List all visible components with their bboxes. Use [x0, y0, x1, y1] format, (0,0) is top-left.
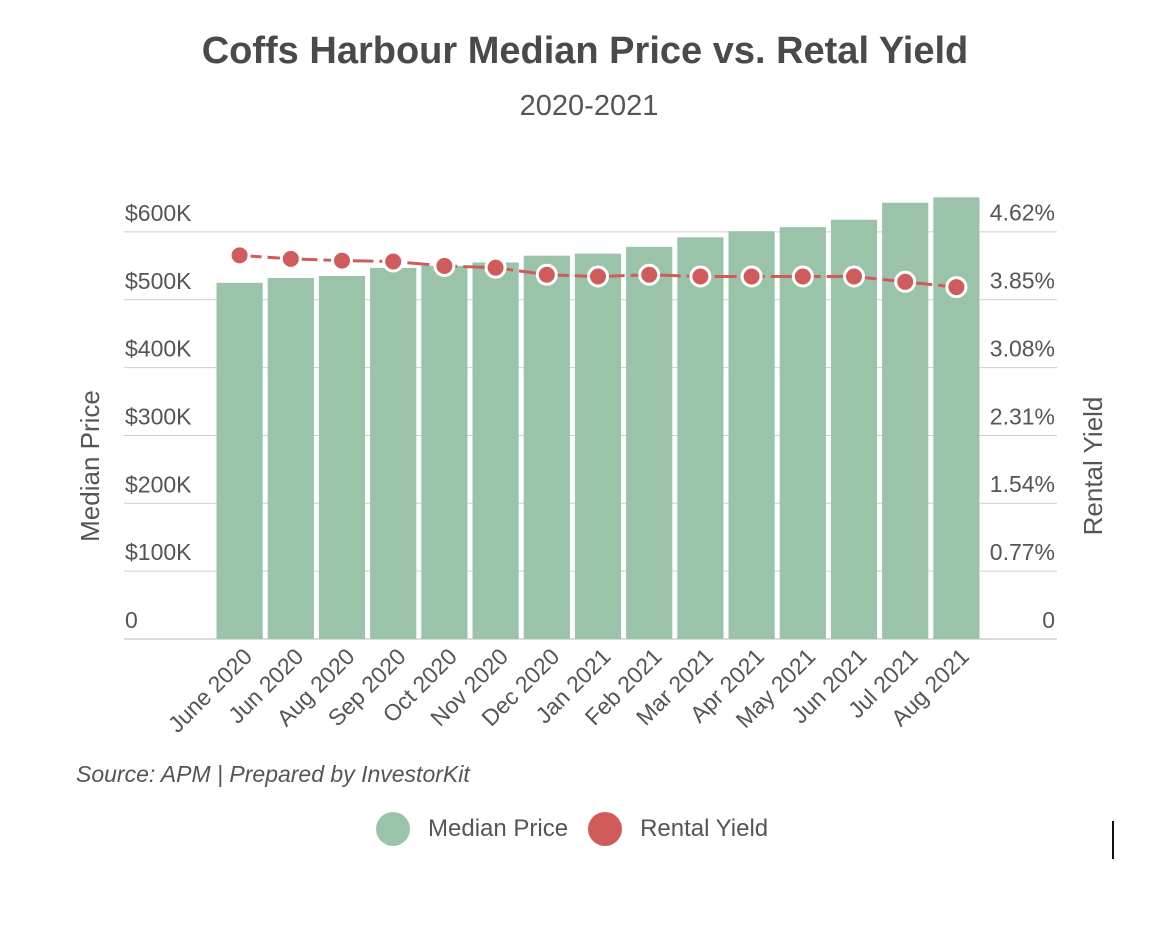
y-tick-label-right: 0: [1042, 607, 1055, 633]
rental-yield-point: [791, 265, 814, 288]
y-axis-title-left: Median Price: [75, 390, 105, 542]
y-tick-label-right: 0.77%: [990, 539, 1055, 565]
rental-yield-point: [638, 263, 661, 286]
rental-yield-point: [279, 247, 302, 270]
rental-yield-point: [433, 254, 456, 277]
chart-title: Coffs Harbour Median Price vs. Retal Yie…: [201, 30, 969, 72]
y-tick-label-left: $600K: [125, 200, 192, 226]
chart-subtitle: 2020-2021: [519, 90, 659, 122]
bar: [318, 276, 366, 639]
bar: [677, 237, 724, 639]
y-tick-label-right: 3.85%: [990, 267, 1055, 293]
y-tick-label-right: 4.62%: [990, 200, 1055, 226]
bar: [523, 255, 570, 639]
bar: [830, 219, 878, 640]
bar: [472, 262, 519, 639]
y-tick-label-left: $300K: [125, 403, 192, 429]
legend-item-median-price[interactable]: Median Price: [376, 812, 568, 846]
y-tick-label-left: 0: [125, 607, 138, 633]
y-tick-label-right: 2.31%: [990, 403, 1055, 429]
rental-yield-point: [484, 256, 507, 279]
y-tick-label-left: $200K: [125, 471, 192, 497]
rental-yield-point: [535, 263, 558, 286]
rental-yield-point: [228, 244, 251, 267]
rental-yield-point: [894, 270, 917, 293]
bar: [882, 202, 929, 639]
bar: [267, 278, 314, 639]
bar: [574, 253, 622, 639]
bar: [216, 282, 263, 639]
bar: [626, 246, 673, 639]
rental-yield-point: [331, 249, 353, 272]
rental-yield-point: [587, 265, 609, 288]
bar: [370, 267, 417, 639]
bar: [933, 197, 980, 639]
bar: [421, 265, 468, 639]
rental-yield-point: [945, 276, 968, 299]
rental-yield-point: [740, 265, 763, 288]
legend: Median Price Rental Yield: [376, 812, 788, 846]
rental-yield-point: [382, 250, 405, 273]
y-tick-label-left: $400K: [125, 336, 192, 362]
circle-icon: [376, 812, 410, 846]
bar: [779, 227, 826, 640]
y-axis-title-right: Rental Yield: [1078, 397, 1108, 536]
bar: [728, 231, 775, 639]
rental-yield-point: [689, 265, 712, 288]
line-series-rental-yield: [228, 244, 968, 299]
rental-yield-point: [843, 265, 865, 288]
rental-yield-line: [239, 253, 957, 289]
legend-item-rental-yield[interactable]: Rental Yield: [588, 812, 768, 846]
y-tick-label-right: 1.54%: [990, 471, 1055, 497]
text-cursor: [1112, 821, 1114, 859]
legend-label: Median Price: [428, 815, 569, 842]
source-note: Source: APM | Prepared by InvestorKit: [76, 761, 470, 787]
y-tick-label-left: $100K: [125, 539, 192, 565]
bar-series-median-price: [216, 197, 980, 640]
circle-icon: [588, 812, 623, 846]
y-tick-label-right: 3.08%: [990, 335, 1055, 361]
legend-label: Rental Yield: [640, 815, 769, 842]
y-tick-label-left: $500K: [125, 268, 192, 294]
